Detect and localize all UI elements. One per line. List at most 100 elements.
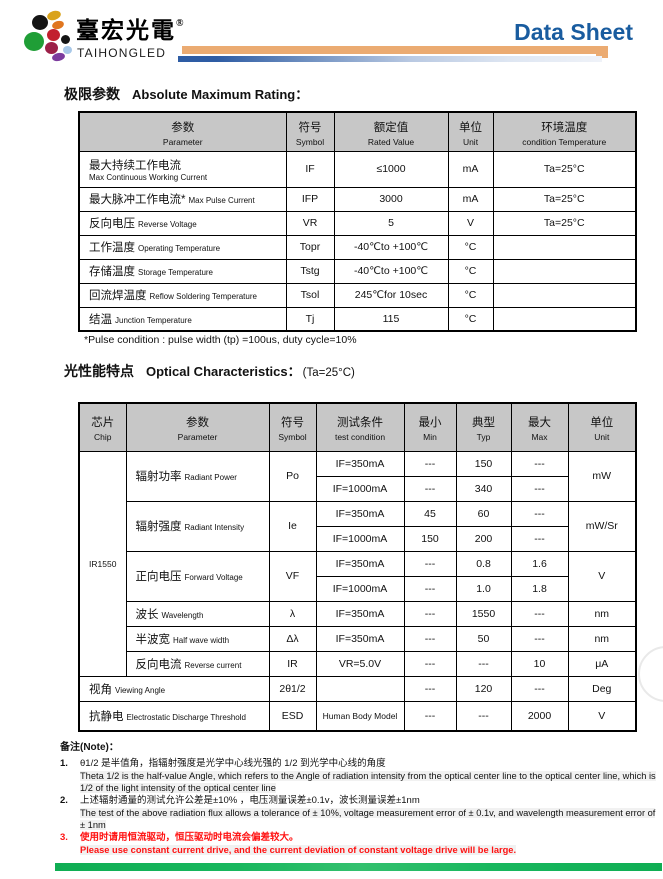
- table1-header-rated-value: 额定值 Rated Value: [333, 111, 449, 152]
- logo-dot-maroon-icon: [45, 42, 58, 54]
- condition-cell: [492, 306, 637, 332]
- taihongled-logo-icon: [20, 8, 76, 64]
- condition-cell: [492, 258, 637, 284]
- symbol-cell: IFP: [285, 186, 335, 212]
- table2-header-unit: 单位 Unit: [567, 402, 637, 452]
- unit-cell: mA: [447, 186, 494, 212]
- symbol-cell: Po: [268, 450, 317, 502]
- table-row: 半波宽 Half wave width Δλ IF=350mA --- 50 --…: [79, 625, 637, 652]
- table1-header-condition: 环境温度 condition Temperature: [492, 111, 637, 152]
- logo-dot-green-icon: [24, 32, 44, 51]
- symbol-cell: λ: [268, 600, 317, 627]
- table1-header-row: 参数 Parameter 符号 Symbol 额定值 Rated Value 单位 Un…: [78, 111, 637, 152]
- logo-english-name: TAIHONGLED: [77, 46, 167, 60]
- max-cell: 10: [510, 650, 569, 677]
- parameter-cell: 存储温度 Storage Temperature: [78, 258, 287, 284]
- table-row: 辐射强度 Radiant Intensity Ie IF=350mA 45 60 …: [79, 500, 637, 552]
- header-orange-bar-cap: [596, 46, 608, 58]
- logo-dot-black-icon: [32, 15, 48, 30]
- parameter-cell: 抗静电 Electrostatic Discharge Threshold: [78, 700, 270, 732]
- unit-cell: μA: [567, 650, 637, 677]
- logo-dot-purple-icon: [51, 51, 66, 63]
- note-text-cn: 使用时请用恒流驱动，恒压驱动时电流会偏差较大。: [80, 832, 299, 843]
- value-cell: -40℃to +100℃: [333, 234, 449, 260]
- max-cell: 1.8: [510, 575, 569, 602]
- table2-header-test-condition: 测试条件 test condition: [315, 402, 405, 452]
- typ-cell: ---: [455, 700, 512, 732]
- table-row: 视角 Viewing Angle 2θ1/2 --- 120 --- Deg: [78, 675, 637, 702]
- symbol-cell: Tj: [285, 306, 335, 332]
- parameter-cell: 反向电流 Reverse current: [125, 650, 270, 677]
- max-cell: ---: [510, 475, 569, 502]
- test-condition-cell: IF=350mA: [315, 600, 405, 627]
- condition-cell: Ta=25°C: [492, 150, 637, 188]
- max-cell: 1.6: [510, 550, 569, 577]
- min-cell: ---: [403, 600, 457, 627]
- table-row: 反向电压 Reverse Voltage VR 5 V Ta=25°C: [78, 210, 637, 236]
- section-title-optical-characteristics: 光性能特点 Optical Characteristics： (Ta=25°C): [64, 361, 355, 381]
- min-cell: ---: [403, 475, 457, 502]
- test-condition-cell: VR=5.0V: [315, 650, 405, 677]
- min-cell: ---: [403, 575, 457, 602]
- test-condition-cell: IF=350mA: [315, 550, 405, 577]
- parameter-cell: 视角 Viewing Angle: [78, 675, 270, 702]
- table1-header-unit: 单位 Unit: [447, 111, 494, 152]
- unit-cell: mW: [567, 450, 637, 502]
- typ-cell: 50: [455, 625, 512, 652]
- typ-cell: 200: [455, 525, 512, 552]
- header-blue-bar: [178, 56, 602, 62]
- unit-cell: mW/Sr: [567, 500, 637, 552]
- note-item-3-warning: 3. 使用时请用恒流驱动，恒压驱动时电流会偏差较大。 Please use co…: [60, 832, 656, 856]
- table2-header-max: 最大 Max: [510, 402, 569, 452]
- note-item-1: 1. θ1/2 是半值角，指辐射强度是光学中心线光强的 1/2 到光学中心线的角…: [60, 758, 656, 794]
- value-cell: 5: [333, 210, 449, 236]
- logo-dot-black-small-icon: [61, 35, 70, 44]
- parameter-cell: 结温 Junction Temperature: [78, 306, 287, 332]
- symbol-cell: VR: [285, 210, 335, 236]
- parameter-cell: 辐射强度 Radiant Intensity: [125, 500, 270, 552]
- test-condition-cell: Human Body Model: [315, 700, 405, 732]
- parameter-cell: 回流焊温度 Reflow Soldering Temperature: [78, 282, 287, 308]
- note-number: 3.: [60, 832, 68, 843]
- max-cell: ---: [510, 675, 569, 702]
- note-number: 2.: [60, 795, 68, 806]
- symbol-cell: IR: [268, 650, 317, 677]
- section-title-absolute-maximum-rating: 极限参数 Absolute Maximum Rating：: [64, 84, 308, 104]
- max-cell: ---: [510, 525, 569, 552]
- page-title: Data Sheet: [514, 19, 633, 45]
- table-row: 抗静电 Electrostatic Discharge Threshold ESD…: [78, 700, 637, 732]
- note-text-en: Theta 1/2 is the half-value Angle, which…: [80, 771, 656, 793]
- parameter-cell: 工作温度 Operating Temperature: [78, 234, 287, 260]
- logo-dot-red-icon: [47, 29, 60, 41]
- table1-header-symbol: 符号 Symbol: [285, 111, 335, 152]
- unit-cell: V: [447, 210, 494, 236]
- test-condition-cell: [315, 675, 405, 702]
- table-row: 最大持续工作电流 Max Continuous Working Current I…: [78, 150, 637, 188]
- table-row: IR1550 辐射功率 Radiant Power Po IF=350mA ---…: [78, 450, 637, 677]
- value-cell: 115: [333, 306, 449, 332]
- condition-cell: Ta=25°C: [492, 210, 637, 236]
- note-text-en: Please use constant current drive, and t…: [80, 845, 517, 855]
- symbol-cell: VF: [268, 550, 317, 602]
- section2-title-condition: (Ta=25°C): [302, 367, 355, 379]
- symbol-cell: 2θ1/2: [268, 675, 317, 702]
- section2-title-en: Optical Characteristics：: [146, 364, 301, 379]
- section2-title-cn: 光性能特点: [64, 363, 134, 379]
- pulse-condition-footnote: *Pulse condition : pulse width (tp) =100…: [84, 334, 357, 346]
- table-row: 最大脉冲工作电流* Max Pulse Current IFP 3000 mA T…: [78, 186, 637, 212]
- table1-header-parameter: 参数 Parameter: [78, 111, 287, 152]
- table2-header-typ: 典型 Typ: [455, 402, 512, 452]
- table-row: 波长 Wavelength λ IF=350mA --- 1550 --- nm: [79, 600, 637, 627]
- min-cell: 150: [403, 525, 457, 552]
- max-cell: ---: [510, 600, 569, 627]
- note-text-cn: θ1/2 是半值角，指辐射强度是光学中心线光强的 1/2 到光学中心线的角度: [80, 758, 386, 769]
- parameter-cell: 波长 Wavelength: [125, 600, 270, 627]
- min-cell: ---: [403, 675, 457, 702]
- test-condition-cell: IF=350mA: [315, 500, 405, 527]
- min-cell: ---: [403, 625, 457, 652]
- table-row: 工作温度 Operating Temperature Topr -40℃to +1…: [78, 234, 637, 260]
- min-cell: ---: [403, 700, 457, 732]
- value-cell: -40℃to +100℃: [333, 258, 449, 284]
- table-row: IF=1000mA 150 200 ---: [79, 525, 636, 552]
- notes-section: 备注(Note)： 1. θ1/2 是半值角，指辐射强度是光学中心线光强的 1/…: [60, 738, 656, 857]
